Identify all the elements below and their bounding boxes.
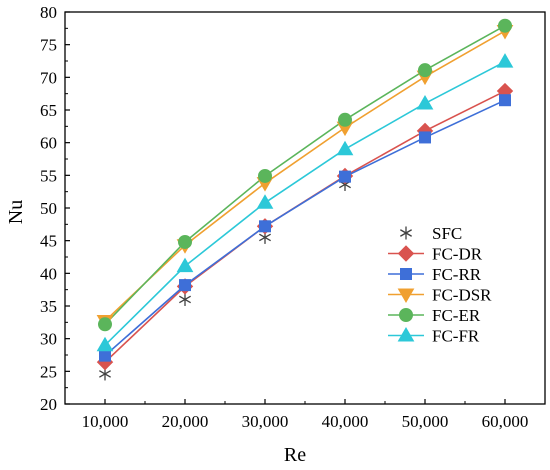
- legend-label-fc-dr: FC-DR: [432, 245, 483, 264]
- y-tick-label: 55: [40, 166, 57, 185]
- series-line-fc-er: [104, 25, 506, 325]
- point-fc-rr: [259, 220, 271, 233]
- x-axis-label: Re: [284, 444, 306, 466]
- series-line-fc-dsr: [104, 30, 506, 322]
- y-tick-label: 50: [40, 199, 57, 218]
- asterisk-stroke: [179, 295, 191, 304]
- y-tick-label: 30: [40, 330, 57, 349]
- x-tick-label: 60,000: [482, 412, 529, 431]
- legend-marker-fc-fr: [397, 326, 415, 342]
- y-tick-label: 70: [40, 68, 57, 87]
- y-tick-label: 20: [40, 395, 57, 414]
- x-tick-label: 30,000: [242, 412, 289, 431]
- point-fc-er: [338, 112, 352, 127]
- y-tick-label: 80: [40, 3, 57, 22]
- asterisk-stroke: [259, 233, 271, 242]
- legend-label-fc-fr: FC-FR: [432, 327, 480, 346]
- point-fc-rr: [339, 170, 351, 183]
- series-markers: [96, 18, 514, 381]
- point-fc-fr: [176, 257, 194, 273]
- legend-label-fc-dsr: FC-DSR: [432, 286, 492, 305]
- point-fc-er: [498, 18, 512, 33]
- y-tick-label: 40: [40, 264, 57, 283]
- y-axis-label: Nu: [5, 200, 27, 224]
- point-fc-fr: [496, 53, 514, 68]
- asterisk-stroke: [400, 229, 412, 237]
- axis-ticks: [65, 11, 506, 405]
- x-tick-label: 40,000: [322, 412, 369, 431]
- legend-marker-sfc: [400, 226, 412, 240]
- tick-labels: 20 25 30 35 40 45 50 55 60 65 70 75 80 10,000 20,000 30…: [40, 3, 528, 431]
- point-fc-rr: [499, 94, 511, 107]
- point-fc-rr: [99, 349, 111, 362]
- point-fc-rr: [179, 279, 191, 292]
- series-line-fc-rr: [104, 99, 506, 357]
- point-fc-fr: [336, 140, 354, 156]
- legend-marker-fc-rr: [400, 268, 412, 280]
- point-fc-rr: [419, 131, 431, 144]
- legend-marker-fc-dsr: [397, 288, 415, 304]
- series-line-fc-fr: [104, 60, 506, 346]
- point-fc-er: [258, 168, 272, 183]
- point-sfc: [179, 292, 191, 306]
- legend-label-fc-er: FC-ER: [432, 306, 481, 325]
- point-fc-er: [178, 234, 192, 249]
- y-tick-label: 45: [40, 232, 57, 251]
- y-tick-label: 65: [40, 101, 57, 120]
- x-tick-label: 20,000: [162, 412, 209, 431]
- y-tick-label: 60: [40, 134, 57, 153]
- point-fc-er: [418, 63, 432, 78]
- point-fc-er: [98, 317, 112, 332]
- series-lines: [104, 25, 506, 363]
- point-fc-fr: [416, 94, 434, 110]
- y-tick-label: 35: [40, 297, 57, 316]
- legend-marker-fc-dr: [397, 245, 415, 262]
- x-tick-label: 10,000: [82, 412, 129, 431]
- point-fc-fr: [256, 194, 274, 209]
- y-tick-label: 75: [40, 36, 57, 55]
- point-fc-fr: [96, 336, 114, 352]
- legend-marker-fc-er: [399, 308, 413, 322]
- x-tick-label: 50,000: [402, 412, 449, 431]
- legend-label-sfc: SFC: [432, 224, 462, 243]
- asterisk-stroke: [99, 370, 111, 378]
- legend-label-fc-rr: FC-RR: [432, 265, 482, 284]
- y-tick-label: 25: [40, 362, 57, 381]
